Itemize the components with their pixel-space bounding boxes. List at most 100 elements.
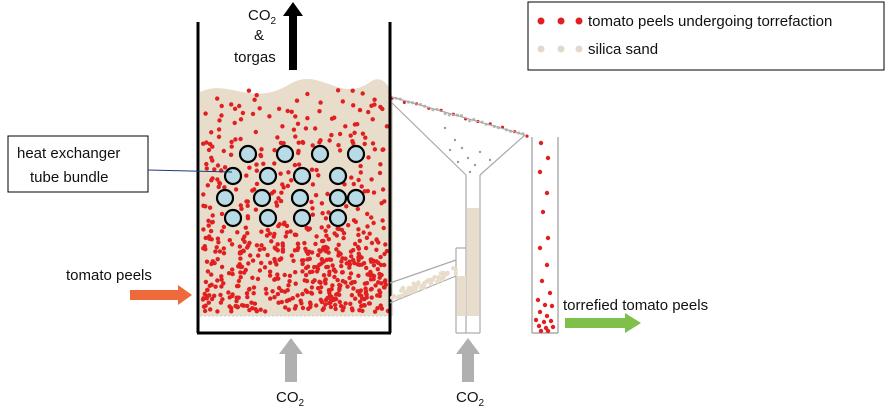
particle: [370, 141, 376, 146]
legend-tomato-peels-label: tomato peels undergoing torrefaction: [588, 13, 832, 30]
particle: [273, 276, 278, 282]
particle: [230, 293, 235, 299]
sand-particle: [427, 277, 432, 283]
particle: [377, 170, 383, 176]
particle: [309, 285, 315, 290]
particle: [209, 282, 214, 287]
particle: [265, 227, 270, 233]
particle: [340, 308, 345, 313]
particle: [252, 187, 257, 192]
particle: [307, 256, 312, 261]
particle: [250, 275, 255, 280]
particle: [323, 281, 328, 286]
particle: [213, 284, 218, 289]
particle: [299, 258, 305, 263]
particle: [361, 230, 366, 235]
particle: [204, 161, 209, 167]
heat-exchanger-tube: [215, 188, 235, 208]
particle: [381, 225, 386, 231]
particle: [248, 253, 253, 258]
particle: [357, 292, 362, 297]
particle: [340, 99, 345, 104]
particle: [276, 285, 282, 291]
particle: [252, 97, 257, 103]
legend-tomato-peels-swatch: [537, 17, 583, 25]
sand-particle: [408, 290, 413, 295]
particle: [284, 223, 290, 229]
particle: [243, 225, 248, 230]
collected-particle: [539, 278, 545, 284]
particle: [280, 124, 285, 129]
particle: [204, 259, 210, 264]
particle: [316, 253, 321, 258]
particle: [338, 303, 344, 309]
particle: [275, 291, 281, 297]
particle: [236, 283, 241, 289]
particle: [275, 135, 280, 140]
particle: [261, 246, 267, 251]
particle: [369, 295, 374, 300]
particle: [300, 291, 305, 297]
particle: [351, 141, 356, 146]
fine-particle: [473, 163, 477, 167]
particle: [285, 298, 290, 303]
legend-silica-sand-swatch: [537, 45, 583, 53]
particle: [363, 245, 369, 251]
particle: [378, 162, 383, 167]
particle: [285, 108, 290, 114]
heat-exchanger-tube: [328, 208, 348, 228]
particle: [348, 301, 353, 306]
particle: [329, 132, 334, 138]
particle: [374, 259, 379, 264]
collected-particle: [545, 328, 551, 334]
sand-particle: [400, 285, 406, 291]
particle: [336, 226, 342, 232]
particle: [236, 278, 242, 284]
sand-particle: [445, 270, 450, 275]
particle: [285, 183, 291, 189]
particle: [356, 177, 361, 183]
sand-particle: [411, 281, 416, 286]
particle: [237, 103, 242, 109]
particle: [374, 247, 379, 252]
particle: [203, 247, 208, 252]
particle: [376, 240, 381, 245]
particle: [214, 245, 219, 250]
particle: [367, 301, 372, 306]
particle: [226, 290, 231, 295]
particle: [346, 223, 351, 228]
particle: [203, 235, 208, 241]
particle: [233, 137, 238, 142]
particle: [356, 273, 361, 278]
particle: [351, 181, 356, 187]
reactor-vessel: [196, 22, 392, 335]
particle: [317, 248, 322, 253]
particle: [241, 303, 246, 308]
particle: [215, 96, 220, 101]
particle: [254, 93, 259, 98]
particle: [324, 233, 329, 238]
particle: [201, 227, 206, 232]
particle: [273, 246, 279, 251]
particle: [276, 300, 281, 305]
particle: [230, 267, 235, 272]
particle: [384, 124, 390, 129]
particle: [240, 237, 246, 242]
cyclone-fines: [443, 126, 492, 174]
particle: [379, 272, 384, 278]
particle: [282, 220, 287, 225]
particle: [303, 272, 309, 278]
particle: [369, 240, 375, 246]
particle: [222, 165, 228, 170]
particle: [362, 141, 367, 147]
particle: [254, 168, 259, 173]
particle: [259, 243, 264, 248]
collected-particle: [533, 317, 539, 323]
particle: [337, 148, 343, 153]
particle: [209, 296, 215, 302]
particle: [383, 278, 388, 283]
particle: [317, 109, 322, 114]
particle: [253, 307, 258, 312]
particle: [208, 307, 213, 312]
sand-particle: [453, 271, 458, 276]
